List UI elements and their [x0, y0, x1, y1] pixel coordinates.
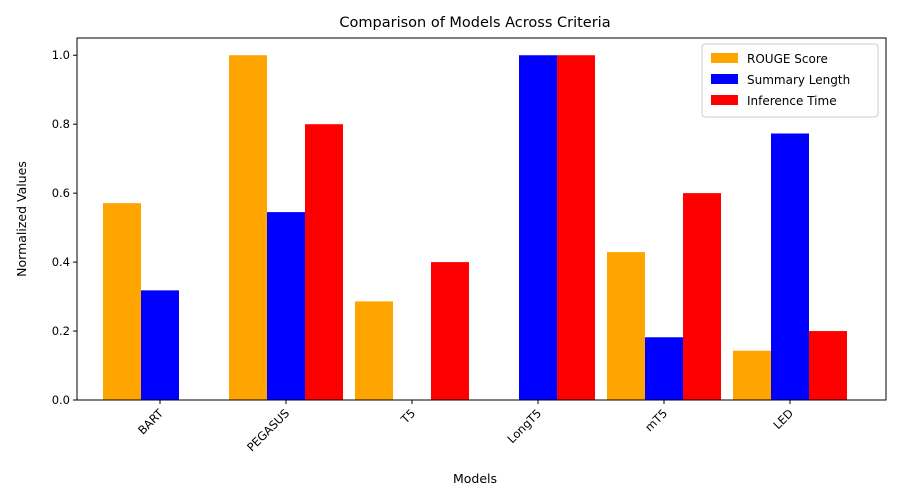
legend-label: ROUGE Score: [747, 52, 828, 66]
bar-inference-time-led: [809, 331, 847, 400]
bar-rouge-score-t5: [355, 301, 393, 400]
y-tick-label: 0.8: [52, 117, 70, 131]
bar-summary-length-mt5: [645, 337, 683, 400]
legend-label: Inference Time: [747, 94, 837, 108]
legend-swatch: [711, 74, 738, 84]
legend-label: Summary Length: [747, 73, 850, 87]
chart-title: Comparison of Models Across Criteria: [339, 15, 610, 31]
bar-inference-time-t5: [431, 262, 469, 400]
bar-rouge-score-mt5: [607, 252, 645, 400]
bar-inference-time-mt5: [683, 193, 721, 400]
bar-summary-length-bart: [141, 290, 179, 400]
plot-frame: [76, 37, 887, 401]
legend: ROUGE Score Summary Length Inference Time: [701, 43, 879, 118]
y-tick-label: 0.0: [52, 393, 70, 407]
y-tick-label: 0.2: [52, 324, 70, 338]
bar-inference-time-longt5: [557, 55, 595, 401]
bar-rouge-score-led: [733, 350, 771, 400]
y-axis-label: Normalized Values: [14, 161, 29, 277]
bar-summary-length-pegasus: [267, 212, 305, 400]
legend-swatch: [711, 53, 738, 63]
bar-summary-length-led: [771, 133, 809, 400]
plot-area: [103, 55, 847, 401]
y-axis: 0.0 0.2 0.4 0.6 0.8 1.0: [52, 48, 77, 407]
bar-rouge-score-pegasus: [229, 55, 267, 401]
legend-box: [701, 43, 879, 118]
x-axis-label: Models: [453, 471, 497, 486]
bar-summary-length-longt5: [519, 55, 557, 401]
y-tick-label: 0.6: [52, 186, 70, 200]
bar-inference-time-pegasus: [305, 124, 343, 400]
y-tick-label: 0.4: [52, 255, 70, 269]
y-tick-label: 1.0: [52, 48, 70, 62]
bar-rouge-score-bart: [103, 203, 141, 400]
legend-swatch: [711, 95, 738, 105]
